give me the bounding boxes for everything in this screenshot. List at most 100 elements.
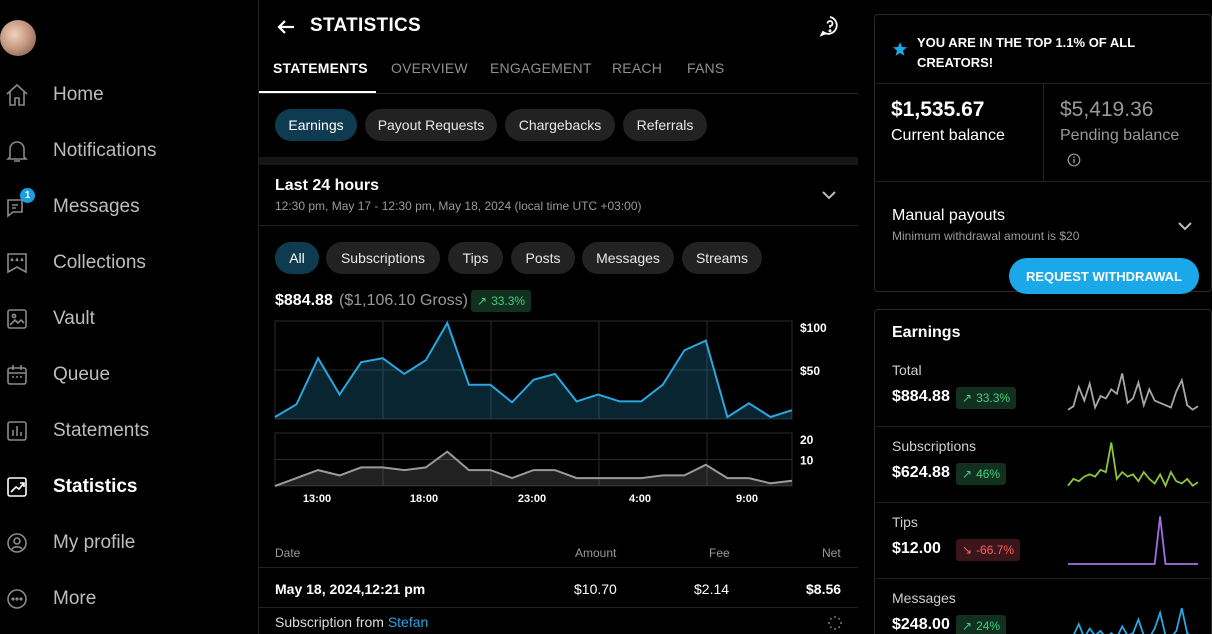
earnings-item-value: $12.00 bbox=[892, 540, 941, 557]
sparkline-subscriptions bbox=[1067, 442, 1199, 488]
info-icon[interactable] bbox=[1067, 153, 1081, 167]
request-withdrawal-button[interactable]: REQUEST WITHDRAWAL bbox=[1009, 258, 1199, 294]
x-tick-label: 9:00 bbox=[736, 493, 758, 505]
sidebar-item-label: Statements bbox=[53, 420, 150, 441]
sidebar-item-queue[interactable]: Queue bbox=[0, 354, 250, 394]
sidebar-item-my-profile[interactable]: My profile bbox=[0, 522, 250, 562]
sidebar-item-label: Messages bbox=[53, 196, 140, 217]
chip-earnings[interactable]: Earnings bbox=[275, 109, 357, 141]
filter-posts[interactable]: Posts bbox=[511, 242, 575, 274]
bell-icon bbox=[4, 138, 30, 164]
sidebar-item-more[interactable]: More bbox=[0, 578, 250, 618]
more-dots-icon bbox=[4, 586, 30, 612]
earnings-chart: $100 $50 20 10 13:00 18:00 23:00 4:00 9:00 bbox=[274, 320, 827, 505]
earnings-item-value: $624.88 bbox=[892, 464, 950, 481]
summary-change: 33.3% bbox=[491, 294, 526, 308]
col-header-date: Date bbox=[275, 546, 301, 560]
earnings-item-change: 24% bbox=[976, 619, 1001, 633]
star-icon bbox=[893, 42, 907, 56]
sparkline-tips bbox=[1068, 516, 1198, 565]
sidebar-item-home[interactable]: Home bbox=[0, 74, 250, 114]
earnings-item-value: $884.88 bbox=[892, 388, 950, 405]
period-title: Last 24 hours bbox=[275, 177, 380, 194]
sidebar-item-label: Home bbox=[53, 84, 104, 105]
tab-engagement[interactable]: ENGAGEMENT bbox=[490, 60, 592, 76]
earnings-item-change: 33.3% bbox=[976, 391, 1011, 405]
earnings-item-value: $248.00 bbox=[892, 616, 950, 633]
summary-gross: ($1,106.10 Gross) bbox=[339, 292, 468, 309]
arrow-up-right-icon: ↗ bbox=[962, 391, 973, 405]
chip-chargebacks[interactable]: Chargebacks bbox=[505, 109, 615, 141]
sidebar-item-messages[interactable]: 1 Messages bbox=[0, 186, 250, 226]
page-title: STATISTICS bbox=[310, 15, 422, 36]
divider bbox=[876, 578, 1212, 579]
help-icon[interactable] bbox=[819, 15, 841, 37]
divider bbox=[1043, 84, 1044, 181]
chevron-down-icon[interactable] bbox=[821, 187, 837, 203]
trend-chart-icon bbox=[4, 474, 30, 500]
row-amount: $10.70 bbox=[574, 581, 617, 597]
x-tick-label: 23:00 bbox=[518, 493, 546, 505]
y-tick-label: 10 bbox=[800, 454, 814, 468]
messages-badge: 1 bbox=[20, 188, 35, 203]
row-description-text: Subscription from bbox=[275, 614, 384, 630]
earnings-card: Earnings Total $884.88 ↗ 33.3% Subscriptions… bbox=[874, 309, 1212, 634]
x-tick-label: 18:00 bbox=[410, 493, 438, 505]
tab-statements[interactable]: STATEMENTS bbox=[273, 60, 368, 76]
arrow-up-right-icon: ↗ bbox=[477, 294, 488, 308]
sparkline-total bbox=[1067, 373, 1199, 411]
sparkline-path bbox=[1068, 516, 1198, 565]
divider bbox=[876, 83, 1212, 84]
sidebar-item-label: Queue bbox=[53, 364, 111, 385]
filter-messages[interactable]: Messages bbox=[582, 242, 674, 274]
sidebar-item-collections[interactable]: Collections bbox=[0, 242, 250, 282]
sidebar-item-vault[interactable]: Vault bbox=[0, 298, 250, 338]
avatar[interactable] bbox=[0, 20, 36, 56]
sidebar-item-label: More bbox=[53, 588, 97, 609]
row-fee: $2.14 bbox=[694, 581, 730, 597]
earnings-title: Earnings bbox=[892, 324, 961, 341]
row-net: $8.56 bbox=[806, 581, 842, 597]
earnings-item-change-badge: ↗ 46% bbox=[956, 463, 1007, 485]
divider bbox=[259, 225, 858, 226]
balance-card: YOU ARE IN THE TOP 1.1% OF ALL CREATORS!… bbox=[874, 14, 1212, 294]
sidebar-item-notifications[interactable]: Notifications bbox=[0, 130, 250, 170]
tab-reach[interactable]: REACH bbox=[612, 60, 663, 76]
fan-link[interactable]: Stefan bbox=[387, 614, 429, 630]
back-arrow-icon[interactable] bbox=[275, 16, 297, 38]
col-header-amount: Amount bbox=[575, 546, 617, 560]
section-separator bbox=[259, 157, 858, 165]
chat-icon bbox=[4, 194, 30, 220]
active-tab-indicator bbox=[259, 91, 376, 93]
sidebar-item-statements[interactable]: Statements bbox=[0, 410, 250, 450]
chip-referrals[interactable]: Referrals bbox=[623, 109, 707, 141]
tab-overview[interactable]: OVERVIEW bbox=[391, 60, 468, 76]
chevron-down-icon[interactable] bbox=[1177, 218, 1193, 234]
filter-tips[interactable]: Tips bbox=[448, 242, 503, 274]
filter-subscriptions[interactable]: Subscriptions bbox=[326, 242, 440, 274]
secondary-series-area bbox=[275, 451, 792, 486]
sparkline-path bbox=[1067, 442, 1199, 488]
sidebar-item-label: Notifications bbox=[53, 140, 157, 161]
x-tick-label: 13:00 bbox=[303, 493, 331, 505]
sidebar-item-label: Vault bbox=[53, 308, 95, 329]
divider bbox=[876, 502, 1212, 503]
earnings-item-label: Messages bbox=[892, 590, 956, 606]
filter-all[interactable]: All bbox=[275, 242, 319, 274]
arrow-up-right-icon: ↗ bbox=[962, 467, 973, 481]
y-tick-label: $50 bbox=[800, 364, 820, 378]
sidebar-item-statistics[interactable]: Statistics bbox=[0, 466, 250, 506]
chip-payout-requests[interactable]: Payout Requests bbox=[365, 109, 497, 141]
tab-fans[interactable]: FANS bbox=[687, 60, 725, 76]
filter-streams[interactable]: Streams bbox=[682, 242, 762, 274]
y-tick-label: 20 bbox=[800, 433, 814, 447]
arrow-down-right-icon: ↘ bbox=[962, 543, 973, 557]
main-panel: STATISTICS STATEMENTS OVERVIEW ENGAGEMEN… bbox=[259, 0, 858, 634]
current-balance-value: $1,535.67 bbox=[891, 98, 985, 121]
divider bbox=[876, 181, 1212, 182]
earnings-item-change: -66.7% bbox=[976, 543, 1015, 557]
sparkline-path bbox=[1067, 373, 1199, 411]
secondary-series-line bbox=[274, 450, 793, 487]
sidebar-divider bbox=[258, 0, 259, 634]
sparkline-messages bbox=[1073, 607, 1190, 634]
